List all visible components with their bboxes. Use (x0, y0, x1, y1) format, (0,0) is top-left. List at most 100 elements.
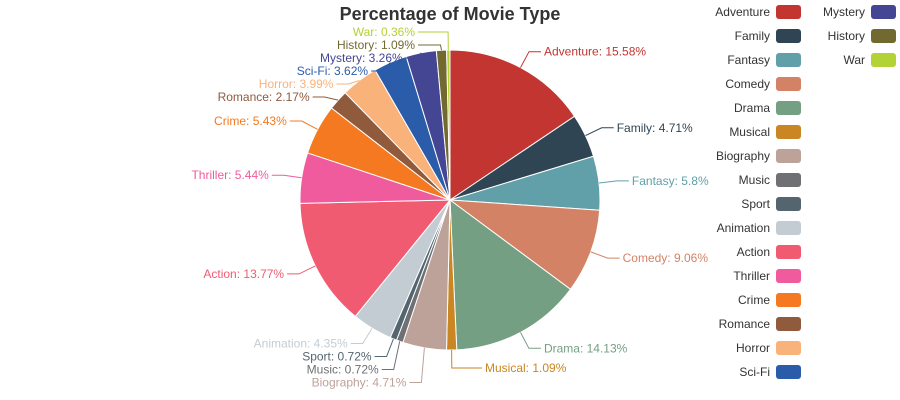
label-line-horror (336, 80, 360, 85)
slice-label-action: Action: 13.77% (203, 267, 284, 281)
legend-swatch (776, 221, 801, 235)
legend-label: Sci-Fi (739, 365, 770, 379)
legend-label: Music (739, 173, 770, 187)
label-line-thriller (271, 174, 302, 179)
legend-label: Musical (729, 125, 770, 139)
legend-label: Biography (716, 149, 770, 163)
legend-item-mystery[interactable]: Mystery (823, 5, 896, 19)
legend-swatch (776, 197, 801, 211)
legend-item-war[interactable]: War (843, 53, 896, 67)
legend-swatch (776, 317, 801, 331)
label-line-fantasy (598, 180, 629, 184)
legend-swatch (776, 53, 801, 67)
legend-item-romance[interactable]: Romance (719, 317, 801, 331)
legend-item-history[interactable]: History (828, 29, 896, 43)
slice-label-drama: Drama: 14.13% (544, 341, 628, 355)
slice-label-sport: Sport: 0.72% (302, 350, 372, 364)
legend-item-crime[interactable]: Crime (738, 293, 801, 307)
label-line-romance (312, 96, 339, 101)
slice-label-history: History: 1.09% (337, 38, 415, 52)
legend-item-animation[interactable]: Animation (717, 221, 801, 235)
legend-label: Animation (717, 221, 770, 235)
label-line-music (381, 341, 401, 370)
legend-item-sport[interactable]: Sport (741, 197, 801, 211)
slice-label-biography: Biography: 4.71% (312, 376, 407, 390)
slice-label-musical: Musical: 1.09% (485, 361, 567, 375)
legend-item-action[interactable]: Action (737, 245, 801, 259)
legend-swatch (776, 365, 801, 379)
pie-slices (299, 49, 601, 351)
legend-label: Mystery (823, 5, 865, 19)
label-line-drama (520, 332, 541, 349)
slice-label-family: Family: 4.71% (617, 121, 693, 135)
legend-label: Thriller (733, 269, 770, 283)
label-line-action (287, 265, 316, 275)
pie-slice-war[interactable] (446, 49, 451, 201)
pie-slice-action[interactable] (299, 199, 452, 318)
legend-swatch (776, 29, 801, 43)
legend-swatch (776, 5, 801, 19)
chart-title: Percentage of Movie Type (340, 4, 561, 24)
label-line-family (585, 127, 614, 137)
legend-swatch (776, 149, 801, 163)
legend-swatch (871, 53, 896, 67)
slice-label-horror: Horror: 3.99% (259, 77, 334, 91)
legend-item-comedy[interactable]: Comedy (725, 77, 801, 91)
pie-slice-comedy[interactable] (448, 199, 601, 291)
legend-label: Romance (719, 317, 771, 331)
legend-swatch (871, 29, 896, 43)
pie-slice-adventure[interactable] (449, 49, 576, 201)
legend-swatch (776, 269, 801, 283)
slice-label-animation: Animation: 4.35% (254, 337, 348, 351)
slice-label-sci-fi: Sci-Fi: 3.62% (297, 64, 369, 78)
slice-label-war: War: 0.36% (353, 25, 416, 39)
legend-label: Crime (738, 293, 770, 307)
label-line-comedy (590, 251, 620, 259)
legend: Adventure Family Fantasy Comedy Drama Musical… (715, 5, 896, 379)
legend-swatch (776, 245, 801, 259)
legend-label: Action (737, 245, 770, 259)
label-line-mystery (405, 52, 422, 59)
legend-item-music[interactable]: Music (739, 173, 801, 187)
slice-label-music: Music: 0.72% (307, 363, 379, 377)
legend-label: Family (735, 29, 770, 43)
legend-label: Fantasy (727, 53, 770, 67)
label-line-adventure (520, 51, 541, 68)
legend-swatch (776, 125, 801, 139)
legend-item-biography[interactable]: Biography (716, 149, 801, 163)
legend-item-sci-fi[interactable]: Sci-Fi (739, 365, 801, 379)
legend-label: War (843, 53, 865, 67)
legend-item-thriller[interactable]: Thriller (733, 269, 801, 283)
legend-item-family[interactable]: Family (735, 29, 801, 43)
slice-label-thriller: Thriller: 5.44% (191, 168, 269, 182)
legend-item-horror[interactable]: Horror (736, 341, 801, 355)
label-line-war (418, 31, 449, 51)
legend-item-drama[interactable]: Drama (734, 101, 801, 115)
legend-item-fantasy[interactable]: Fantasy (727, 53, 801, 67)
slice-label-adventure: Adventure: 15.58% (544, 45, 646, 59)
slice-label-crime: Crime: 5.43% (214, 114, 287, 128)
slice-labels: Adventure: 15.58% Family: 4.71% Fantasy: 5… (191, 25, 708, 390)
label-line-biography (409, 347, 425, 383)
legend-swatch (871, 5, 896, 19)
legend-label: Horror (736, 341, 770, 355)
legend-swatch (776, 293, 801, 307)
legend-item-musical[interactable]: Musical (729, 125, 801, 139)
legend-swatch (776, 77, 801, 91)
label-line-sci-fi (371, 62, 391, 72)
legend-swatch (776, 173, 801, 187)
label-line-animation (350, 327, 373, 344)
legend-item-adventure[interactable]: Adventure (715, 5, 801, 19)
label-line-musical (451, 349, 482, 369)
legend-swatch (776, 101, 801, 115)
legend-label: History (828, 29, 865, 43)
legend-swatch (776, 341, 801, 355)
slice-label-comedy: Comedy: 9.06% (623, 251, 709, 265)
slice-label-mystery: Mystery: 3.26% (320, 51, 403, 65)
slice-label-romance: Romance: 2.17% (218, 90, 310, 104)
slice-label-fantasy: Fantasy: 5.8% (632, 174, 709, 188)
label-line-sport (374, 338, 394, 357)
legend-label: Drama (734, 101, 770, 115)
legend-label: Adventure (715, 5, 770, 19)
